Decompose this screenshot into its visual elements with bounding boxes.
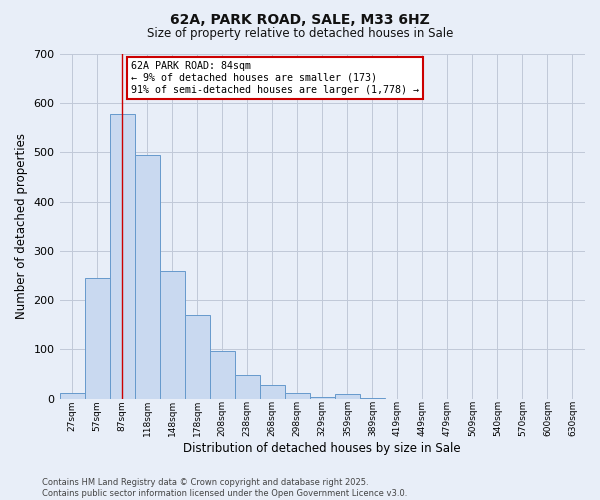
- Bar: [160, 270, 185, 398]
- Bar: [59, 393, 85, 398]
- Bar: [85, 278, 110, 398]
- Bar: [110, 114, 134, 399]
- Bar: [335, 394, 360, 398]
- Bar: [235, 375, 260, 398]
- Bar: [209, 351, 235, 399]
- Text: 62A, PARK ROAD, SALE, M33 6HZ: 62A, PARK ROAD, SALE, M33 6HZ: [170, 12, 430, 26]
- Text: Size of property relative to detached houses in Sale: Size of property relative to detached ho…: [147, 28, 453, 40]
- Y-axis label: Number of detached properties: Number of detached properties: [15, 134, 28, 320]
- Bar: [260, 386, 285, 398]
- Bar: [134, 155, 160, 398]
- Bar: [310, 397, 335, 398]
- Text: Contains HM Land Registry data © Crown copyright and database right 2025.
Contai: Contains HM Land Registry data © Crown c…: [42, 478, 407, 498]
- Text: 62A PARK ROAD: 84sqm
← 9% of detached houses are smaller (173)
91% of semi-detac: 62A PARK ROAD: 84sqm ← 9% of detached ho…: [131, 62, 419, 94]
- X-axis label: Distribution of detached houses by size in Sale: Distribution of detached houses by size …: [184, 442, 461, 455]
- Bar: [285, 393, 310, 398]
- Bar: [185, 315, 209, 398]
